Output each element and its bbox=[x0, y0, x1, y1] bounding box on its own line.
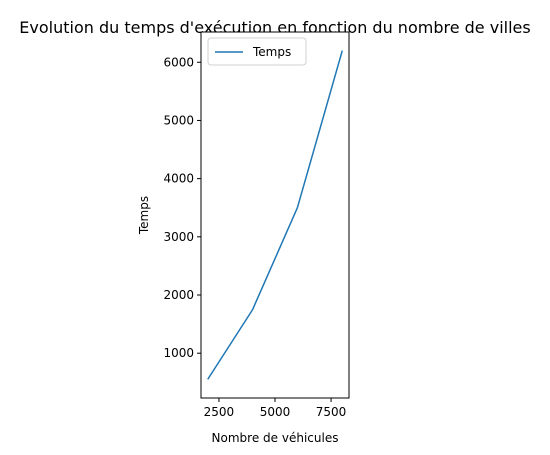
x-tick-label: 7500 bbox=[316, 405, 347, 419]
legend-box bbox=[207, 37, 307, 66]
series-layer bbox=[207, 50, 344, 380]
series-line-temps bbox=[207, 50, 344, 380]
chart-title: Evolution du temps d'exécution en foncti… bbox=[19, 18, 530, 37]
y-axis-label: Temps bbox=[137, 196, 151, 235]
y-tick-label: 5000 bbox=[163, 113, 194, 127]
y-tick-label: 1000 bbox=[163, 346, 194, 360]
legend-label: Temps bbox=[252, 45, 291, 59]
legend: Temps bbox=[207, 37, 307, 66]
y-tick-label: 2000 bbox=[163, 288, 194, 302]
y-tick-label: 4000 bbox=[163, 172, 194, 186]
x-axis-label: Nombre de véhicules bbox=[212, 431, 339, 445]
x-tick-label: 5000 bbox=[260, 405, 291, 419]
plot-frame bbox=[200, 31, 350, 399]
y-tick-label: 3000 bbox=[163, 230, 194, 244]
y-tick-label: 6000 bbox=[163, 55, 194, 69]
x-axis: 2500 5000 7500 bbox=[204, 398, 347, 419]
y-axis: 1000 2000 3000 4000 5000 6000 bbox=[163, 55, 201, 360]
plot-area bbox=[200, 31, 350, 399]
x-tick-label: 2500 bbox=[204, 405, 235, 419]
